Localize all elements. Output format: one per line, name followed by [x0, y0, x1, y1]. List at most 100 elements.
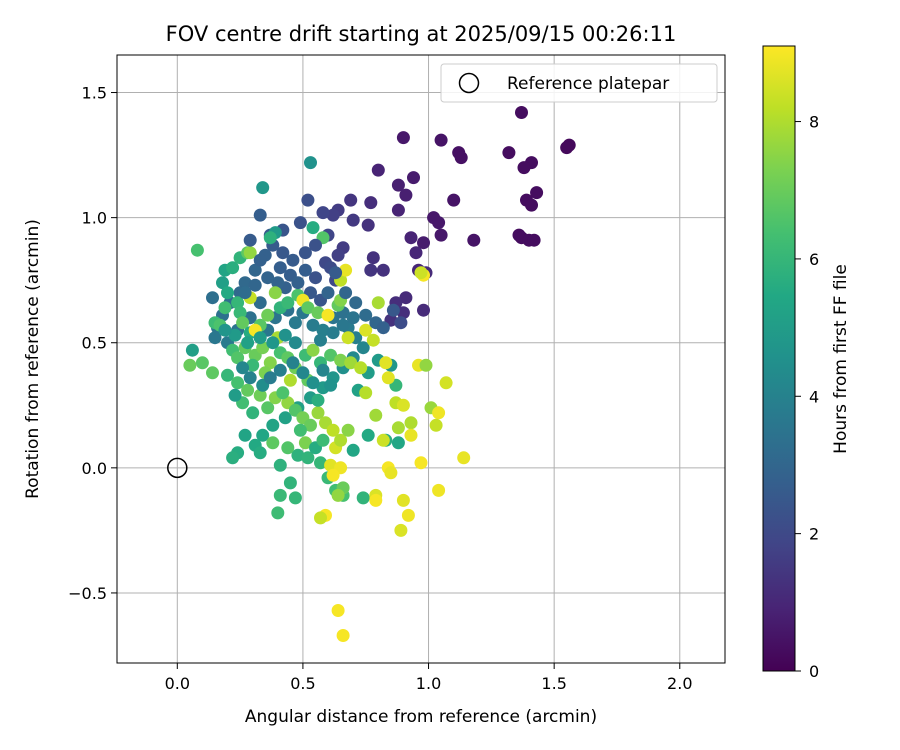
- scatter-point: [364, 196, 378, 210]
- scatter-point: [384, 466, 398, 480]
- scatter-point: [334, 353, 348, 367]
- scatter-point: [283, 373, 297, 387]
- scatter-point: [399, 291, 413, 305]
- scatter-point: [404, 231, 418, 245]
- scatter-point: [206, 366, 219, 380]
- scatter-point: [391, 436, 405, 450]
- scatter-point: [527, 233, 541, 247]
- scatter-point: [326, 423, 340, 437]
- scatter-point: [236, 316, 250, 330]
- scatter-point: [439, 376, 453, 390]
- scatter-point: [361, 218, 375, 232]
- scatter-point: [271, 506, 285, 520]
- scatter-point: [261, 271, 275, 285]
- data-points: [183, 106, 576, 642]
- colorbar-ticks: 0 2 4 6 8: [795, 113, 819, 681]
- colorbar-tick-label: 6: [809, 250, 819, 269]
- scatter-point: [316, 323, 330, 337]
- scatter-point: [344, 356, 358, 370]
- legend-entry-reference-platepar: Reference platepar: [507, 74, 669, 94]
- scatter-point: [391, 421, 405, 435]
- scatter-point: [414, 456, 428, 470]
- scatter-point: [346, 443, 360, 457]
- scatter-point: [266, 336, 280, 350]
- scatter-point: [286, 356, 300, 370]
- scatter-point: [396, 306, 410, 320]
- scatter-point: [381, 371, 395, 385]
- scatter-point: [266, 418, 280, 432]
- scatter-point: [281, 441, 295, 455]
- scatter-point: [525, 198, 538, 212]
- scatter-point: [283, 476, 297, 490]
- scatter-point: [356, 491, 370, 505]
- scatter-point: [306, 318, 320, 332]
- scatter-point: [369, 408, 383, 422]
- scatter-point: [256, 341, 270, 355]
- x-tick-label: 0.0: [165, 674, 190, 693]
- scatter-point: [339, 286, 353, 300]
- scatter-point: [231, 376, 245, 390]
- scatter-point: [364, 263, 378, 277]
- scatter-point: [271, 276, 285, 290]
- x-axis-ticks: 0.0 0.5 1.0 1.5 2.0: [165, 663, 693, 693]
- scatter-point: [246, 358, 260, 372]
- scatter-point: [301, 193, 315, 207]
- scatter-point: [316, 433, 330, 447]
- scatter-point: [366, 251, 380, 265]
- scatter-point: [273, 488, 287, 502]
- scatter-point: [429, 418, 443, 432]
- scatter-point: [530, 186, 544, 200]
- scatter-point: [256, 428, 270, 442]
- scatter-point: [231, 296, 245, 310]
- scatter-point: [371, 163, 385, 177]
- scatter-point: [326, 208, 340, 222]
- scatter-point: [434, 133, 448, 147]
- scatter-point: [321, 308, 335, 322]
- scatter-point: [261, 401, 275, 415]
- scatter-point: [216, 276, 229, 290]
- grid-lines: [117, 55, 725, 663]
- scatter-point: [404, 428, 418, 442]
- scatter-point: [366, 333, 380, 347]
- scatter-point: [306, 343, 320, 357]
- scatter-point: [376, 321, 390, 335]
- scatter-point: [253, 208, 267, 222]
- scatter-point: [293, 423, 307, 437]
- scatter-point: [324, 348, 338, 362]
- y-tick-label: −0.5: [68, 584, 107, 603]
- legend-marker-icon: [458, 72, 480, 94]
- scatter-point: [346, 213, 360, 227]
- scatter-point: [298, 246, 312, 260]
- scatter-point: [293, 216, 307, 230]
- scatter-point: [394, 523, 408, 537]
- scatter-point: [218, 301, 232, 315]
- y-tick-label: 1.0: [82, 209, 107, 228]
- scatter-point: [306, 221, 320, 235]
- reference-platepar-marker: [167, 457, 188, 479]
- scatter-point: [273, 458, 287, 472]
- scatter-point: [515, 106, 528, 119]
- scatter-point: [286, 253, 300, 267]
- scatter-point: [253, 296, 267, 310]
- scatter-point: [253, 446, 267, 460]
- scatter-point: [316, 363, 330, 377]
- scatter-point: [241, 336, 255, 350]
- scatter-point: [208, 331, 222, 345]
- x-axis-label: Angular distance from reference (arcmin): [245, 707, 597, 727]
- colorbar-tick-label: 2: [809, 525, 819, 544]
- scatter-point: [369, 493, 383, 507]
- y-axis-label: Rotation from reference (arcmin): [23, 219, 43, 499]
- scatter-point: [278, 411, 292, 425]
- scatter-point: [396, 493, 410, 507]
- scatter-point: [228, 388, 242, 402]
- scatter-point: [221, 368, 234, 382]
- scatter-point: [517, 161, 531, 175]
- y-tick-label: 0.5: [82, 334, 107, 353]
- scatter-point: [233, 306, 247, 320]
- scatter-point: [361, 428, 375, 442]
- scatter-point: [298, 436, 312, 450]
- scatter-point: [314, 456, 327, 470]
- scatter-point: [243, 246, 257, 260]
- scatter-point: [396, 131, 410, 145]
